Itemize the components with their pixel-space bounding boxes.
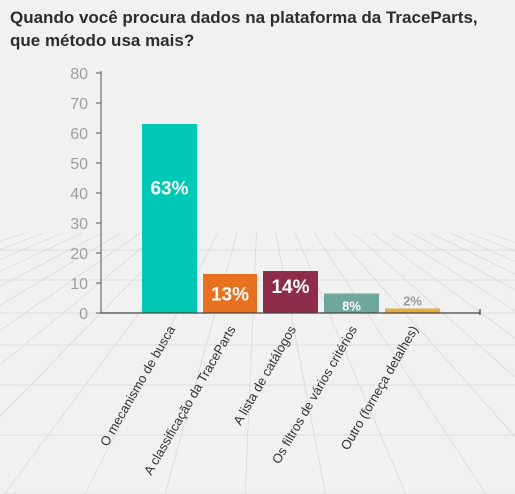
data-label: 13% bbox=[211, 285, 249, 306]
bar bbox=[142, 124, 197, 313]
data-label: 2% bbox=[403, 294, 422, 309]
grid-line bbox=[352, 232, 515, 378]
grid-line bbox=[372, 232, 515, 339]
y-tick-label: 20 bbox=[70, 246, 88, 263]
chart-title-line-1: Quando você procura dados na plataforma … bbox=[10, 8, 478, 27]
grid-line bbox=[0, 232, 102, 287]
grid-line bbox=[411, 232, 515, 291]
grid-line bbox=[0, 232, 141, 331]
chart-title: Quando você procura dados na plataforma … bbox=[10, 6, 510, 52]
y-tick-label: 0 bbox=[79, 306, 88, 323]
bar bbox=[324, 293, 379, 313]
data-label: 14% bbox=[271, 277, 309, 298]
y-tick-label: 10 bbox=[70, 276, 88, 293]
bar bbox=[203, 274, 257, 313]
y-tick-label: 80 bbox=[70, 66, 88, 83]
bar bbox=[263, 271, 318, 313]
y-tick-label: 40 bbox=[70, 186, 88, 203]
grid-line bbox=[430, 232, 515, 275]
grid-line bbox=[314, 232, 487, 494]
grid-line bbox=[0, 232, 160, 366]
y-tick-label: 60 bbox=[70, 126, 88, 143]
data-label: 63% bbox=[150, 178, 188, 199]
grid bbox=[0, 232, 515, 494]
grid-line bbox=[0, 232, 122, 306]
grid-line bbox=[0, 232, 83, 272]
data-label: 8% bbox=[342, 298, 361, 313]
y-tick-label: 30 bbox=[70, 216, 88, 233]
grid-line bbox=[0, 232, 25, 242]
grid-line bbox=[469, 232, 515, 252]
grid-line bbox=[391, 232, 515, 311]
y-tick-label: 70 bbox=[70, 96, 88, 113]
y-tick-label: 50 bbox=[70, 156, 88, 173]
grid-line bbox=[333, 232, 515, 438]
grid-line bbox=[0, 232, 64, 260]
chart-title-line-2: que método usa mais? bbox=[10, 31, 195, 50]
grid-line bbox=[244, 232, 257, 494]
bar bbox=[385, 308, 440, 313]
grid-line bbox=[0, 232, 180, 418]
grid-line bbox=[0, 232, 44, 251]
x-tick-label: A lista de catálogos bbox=[230, 323, 299, 428]
